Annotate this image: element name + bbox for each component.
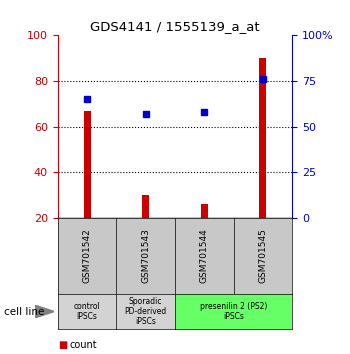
Text: cell line: cell line: [4, 307, 44, 316]
Text: GSM701543: GSM701543: [141, 228, 150, 283]
Bar: [201, 204, 208, 218]
Bar: [259, 58, 266, 218]
Text: GSM701545: GSM701545: [258, 228, 267, 283]
Text: GSM701544: GSM701544: [200, 228, 209, 283]
Polygon shape: [35, 305, 54, 318]
Title: GDS4141 / 1555139_a_at: GDS4141 / 1555139_a_at: [90, 20, 260, 33]
Text: Sporadic
PD-derived
iPSCs: Sporadic PD-derived iPSCs: [125, 297, 167, 326]
Text: control
IPSCs: control IPSCs: [74, 302, 100, 321]
Bar: [84, 110, 91, 218]
Text: GSM701542: GSM701542: [83, 228, 92, 283]
Bar: [142, 195, 149, 218]
Text: presenilin 2 (PS2)
iPSCs: presenilin 2 (PS2) iPSCs: [200, 302, 267, 321]
Text: count: count: [70, 340, 98, 350]
Text: ■: ■: [58, 340, 67, 350]
